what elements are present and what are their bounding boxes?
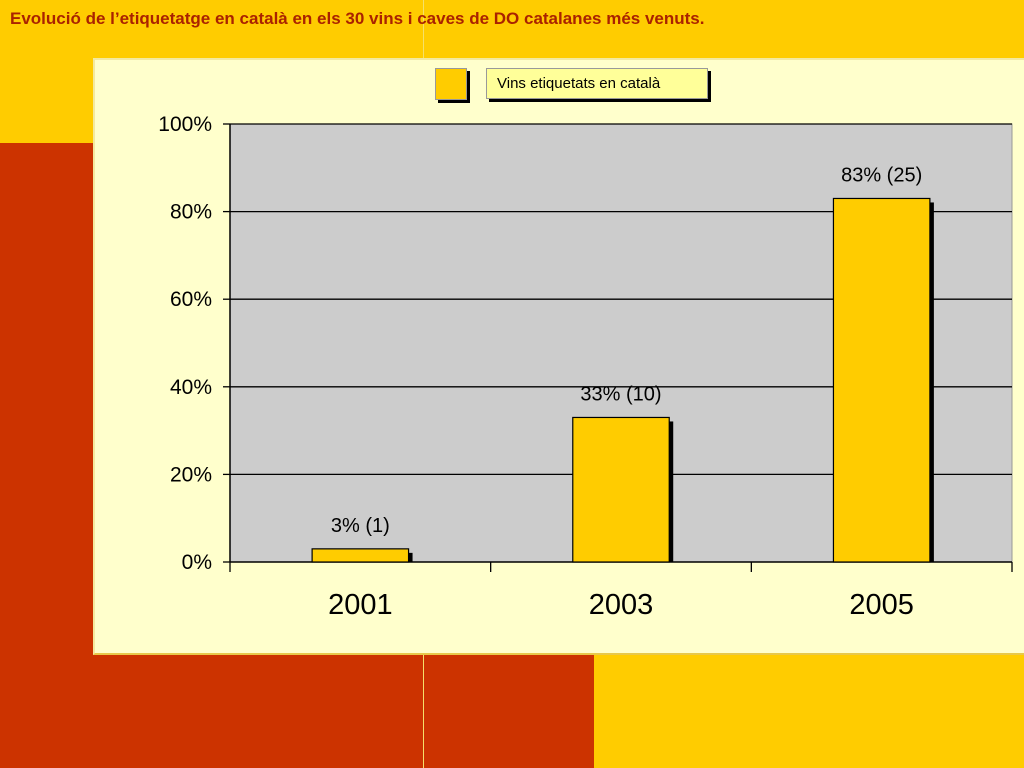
data-label: 33% (10) — [580, 383, 661, 405]
slide-title: Evolució de l’etiquetatge en català en e… — [10, 9, 705, 28]
y-tick-label: 20% — [170, 463, 212, 486]
bar — [832, 197, 931, 563]
legend-swatch — [435, 68, 467, 100]
background-red-block-lower — [424, 655, 594, 768]
y-tick-label: 100% — [158, 113, 212, 136]
y-tick-label: 0% — [182, 551, 212, 574]
bar — [572, 416, 670, 563]
bar — [311, 548, 410, 563]
y-tick-label: 60% — [170, 288, 212, 311]
y-tick-label: 40% — [170, 376, 212, 399]
data-label: 3% (1) — [331, 515, 390, 537]
x-tick-label: 2005 — [849, 589, 914, 621]
background-divider-line-horizontal — [0, 141, 95, 143]
data-label: 83% (25) — [841, 164, 922, 186]
legend-label: Vins etiquetats en català — [486, 68, 708, 99]
y-tick-label: 80% — [170, 201, 212, 224]
x-tick-label: 2001 — [328, 589, 393, 621]
x-tick-label: 2003 — [589, 589, 654, 621]
